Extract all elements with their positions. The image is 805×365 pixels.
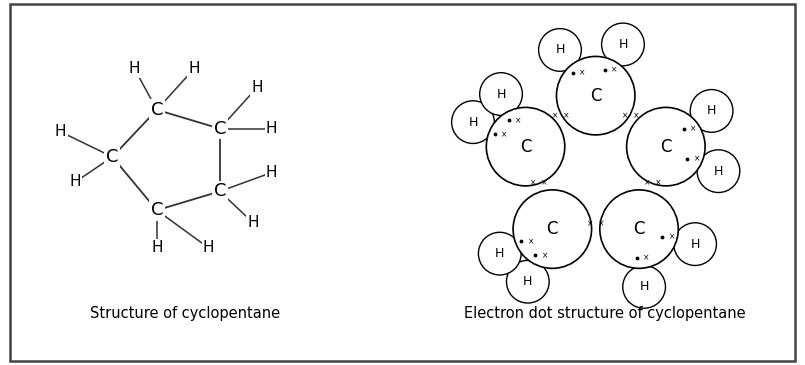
Circle shape [601, 23, 644, 66]
Text: ×: × [515, 116, 521, 125]
Text: Electron dot structure of cyclopentane: Electron dot structure of cyclopentane [464, 306, 745, 321]
Text: ×: × [580, 68, 586, 77]
Circle shape [623, 266, 666, 308]
Circle shape [556, 57, 635, 135]
Text: H: H [151, 241, 163, 256]
Text: H: H [247, 215, 259, 230]
Circle shape [513, 190, 592, 268]
Text: C: C [547, 220, 558, 238]
Text: H: H [188, 61, 200, 77]
Circle shape [506, 260, 549, 303]
Text: H: H [555, 43, 564, 57]
Text: Structure of cyclopentane: Structure of cyclopentane [90, 306, 280, 321]
Circle shape [486, 107, 565, 186]
Text: C: C [213, 120, 226, 138]
Text: C: C [634, 220, 645, 238]
Text: ×: × [527, 237, 534, 246]
Text: H: H [203, 241, 214, 256]
Circle shape [452, 101, 494, 143]
Text: C: C [106, 148, 118, 166]
Text: C: C [660, 138, 671, 155]
Text: H: H [639, 280, 649, 293]
Circle shape [478, 232, 521, 275]
Text: ×  ×: × × [622, 111, 639, 120]
Text: C: C [213, 182, 226, 200]
Text: H: H [523, 275, 533, 288]
Text: ×  ×: × × [552, 111, 569, 120]
Text: C: C [590, 87, 601, 105]
Text: H: H [495, 247, 505, 260]
Text: ×: × [690, 124, 696, 133]
Text: ×: × [542, 251, 548, 260]
Text: H: H [707, 104, 716, 118]
Text: ×: × [611, 66, 617, 74]
Text: ×: × [643, 254, 650, 262]
Text: ×  ×: × × [530, 178, 547, 187]
Circle shape [600, 190, 679, 268]
Text: H: H [497, 88, 506, 100]
Text: ×: × [694, 154, 700, 164]
Text: H: H [266, 121, 278, 136]
FancyBboxPatch shape [10, 4, 795, 361]
Text: H: H [251, 80, 262, 95]
Circle shape [539, 28, 581, 71]
Text: H: H [266, 165, 278, 180]
Text: ×  ×: × × [644, 178, 661, 187]
Text: H: H [469, 116, 477, 128]
Text: H: H [55, 124, 66, 139]
Text: ×: × [501, 130, 507, 139]
Circle shape [626, 107, 705, 186]
Text: H: H [618, 38, 628, 51]
Text: C: C [151, 201, 163, 219]
Text: ×: × [669, 232, 675, 241]
Text: H: H [691, 238, 700, 251]
Text: H: H [69, 174, 81, 189]
Text: C: C [151, 101, 163, 119]
Circle shape [690, 89, 733, 132]
Text: H: H [129, 61, 140, 77]
Text: H: H [714, 165, 723, 178]
Circle shape [674, 223, 716, 265]
Text: ×  ×: × × [587, 219, 605, 228]
Circle shape [697, 150, 740, 192]
Circle shape [480, 73, 522, 115]
Text: C: C [520, 138, 531, 155]
